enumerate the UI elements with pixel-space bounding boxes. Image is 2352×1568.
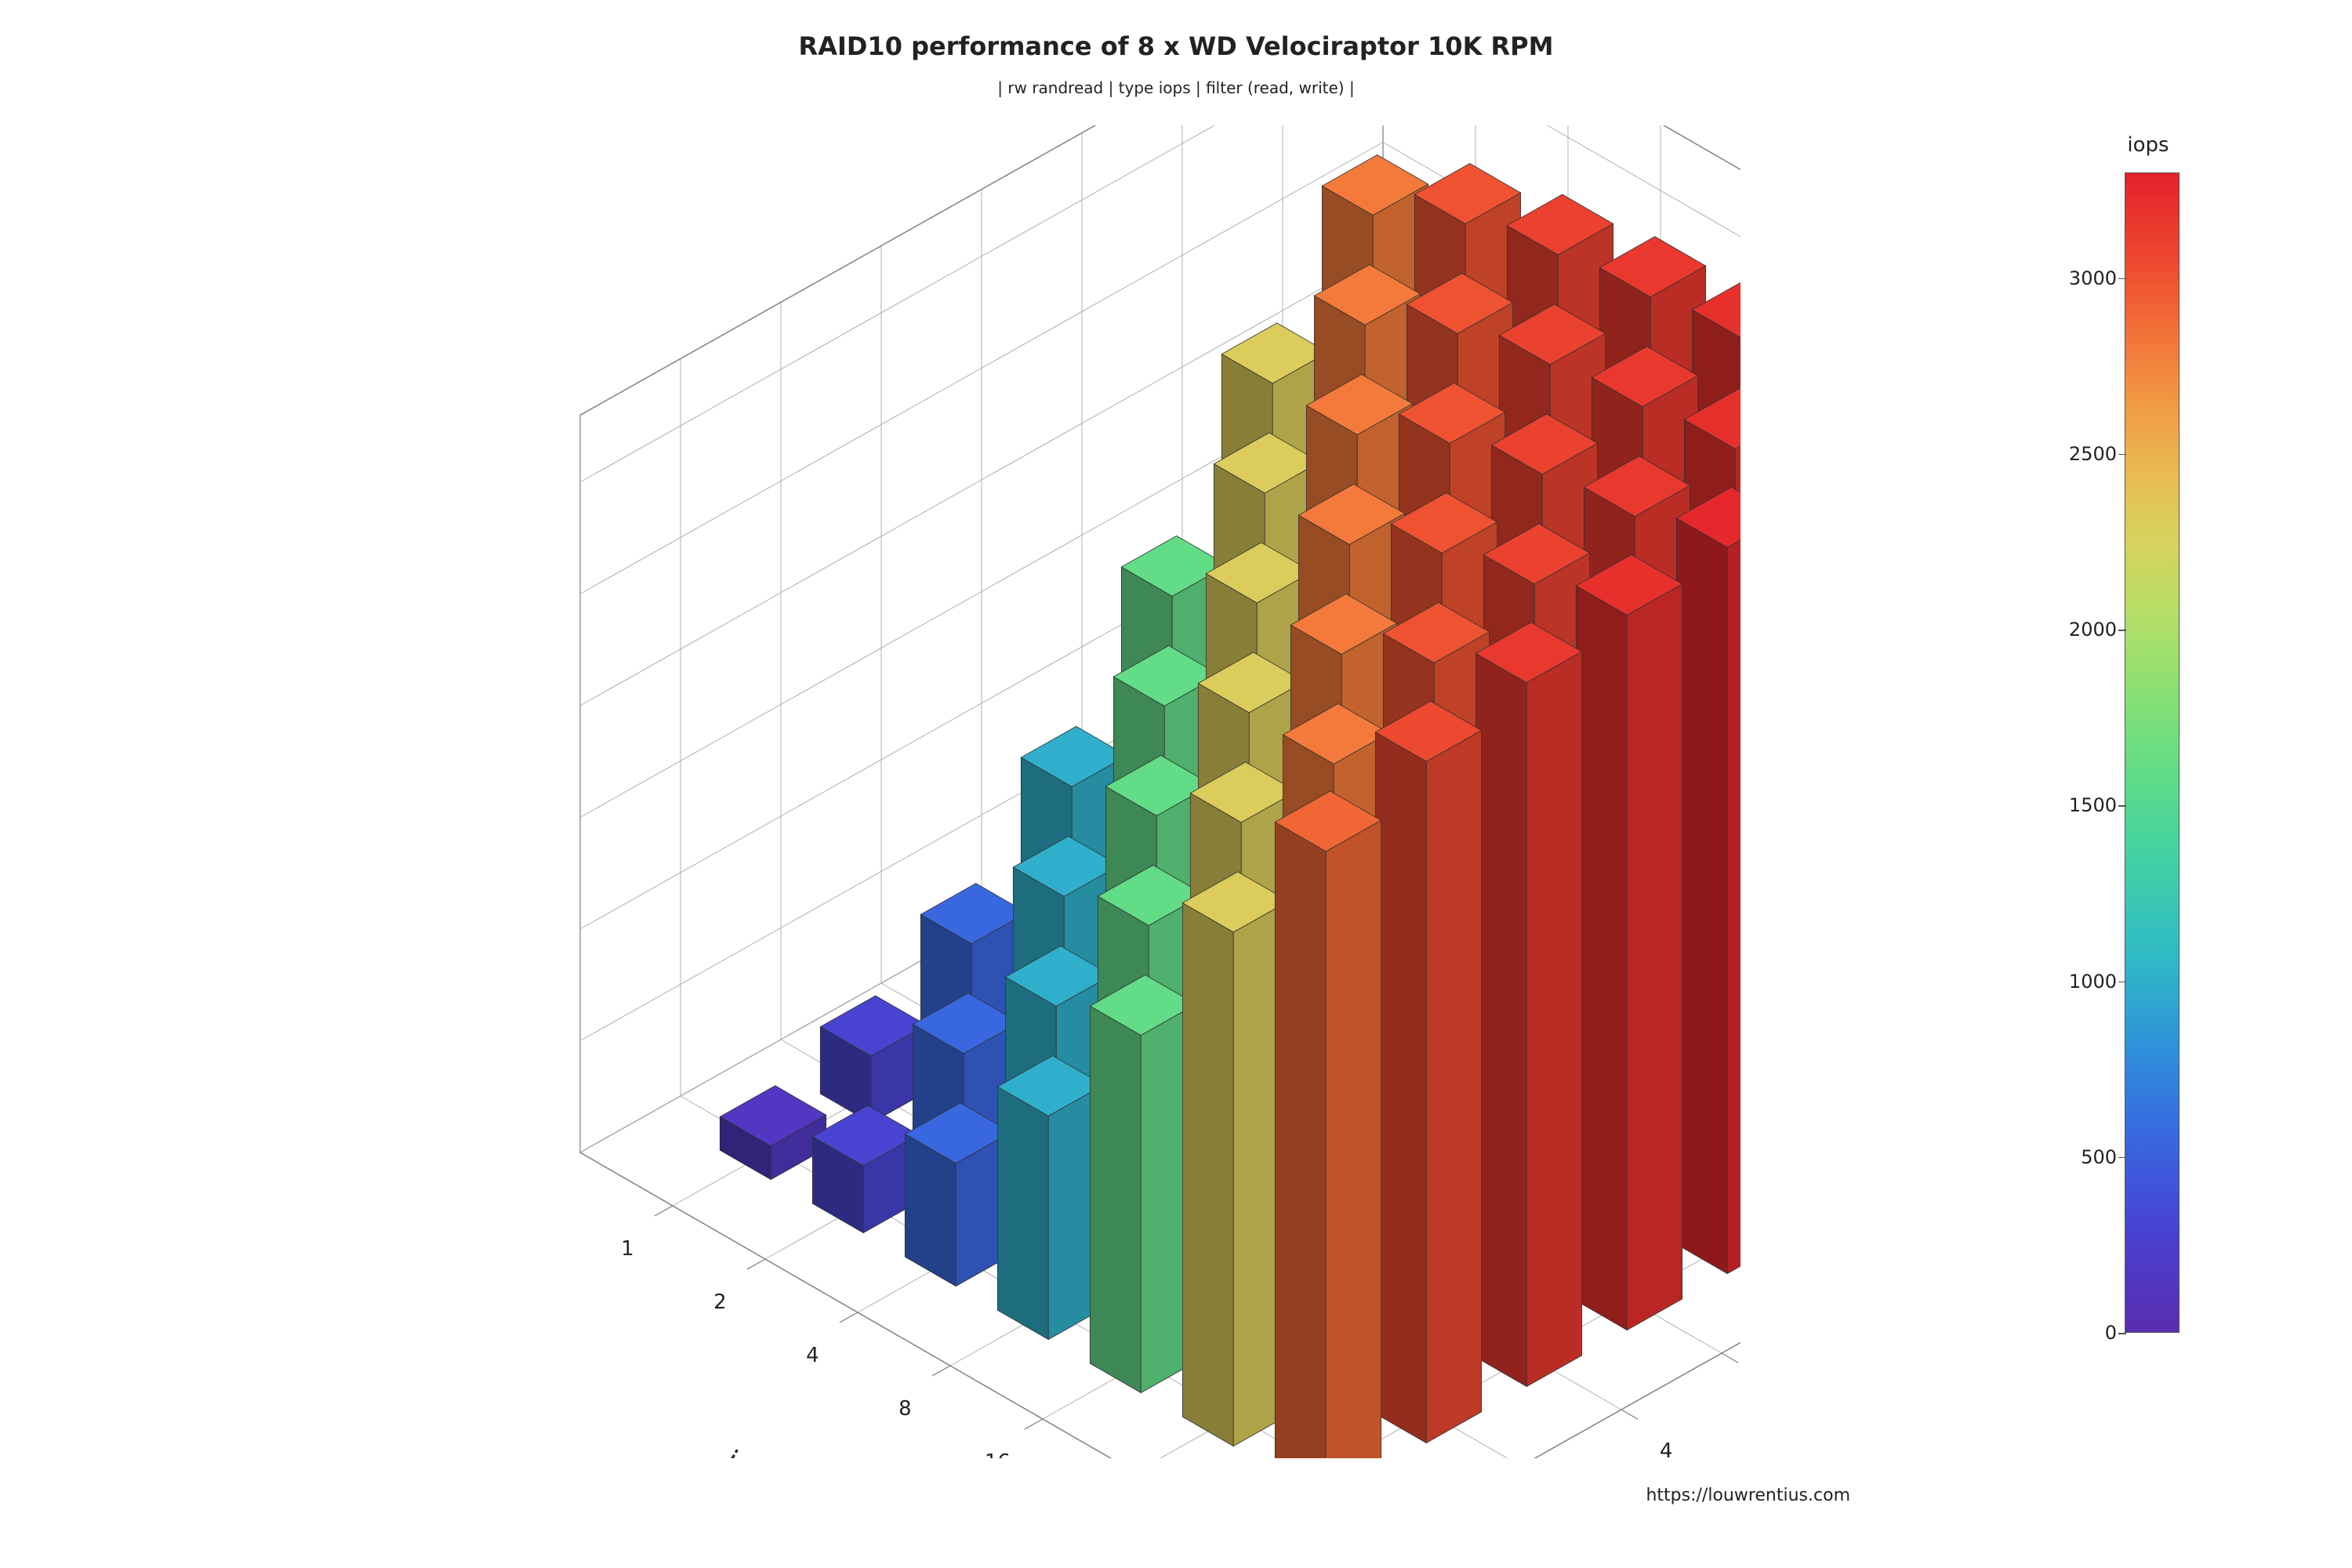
bar-face <box>1526 652 1581 1386</box>
colorbar-tick: 2000 <box>2069 619 2117 641</box>
x-axis-label: iodepth <box>720 1445 829 1458</box>
source-link: https://louwrentius.com <box>1646 1486 1850 1505</box>
svg-text:4: 4 <box>1660 1439 1673 1458</box>
svg-text:16: 16 <box>985 1450 1011 1458</box>
bar-face <box>1676 518 1727 1274</box>
colorbar-ticks: 050010001500200025003000 <box>2054 172 2117 1333</box>
svg-text:4: 4 <box>806 1344 819 1367</box>
bar3d-chart: 1248163264124816326405001000150020002500… <box>172 125 1740 1458</box>
bar-face <box>1475 653 1526 1386</box>
bar-face <box>997 1087 1048 1339</box>
bar-face <box>1426 731 1481 1443</box>
bar-face <box>1576 586 1627 1330</box>
colorbar-tick: 0 <box>2105 1322 2117 1344</box>
colorbar-tick: 1500 <box>2069 794 2117 816</box>
colorbar-tick: 1000 <box>2069 971 2117 993</box>
bar-face <box>1727 517 1740 1274</box>
svg-text:1: 1 <box>621 1237 634 1261</box>
bar-face <box>1090 1006 1141 1392</box>
bar-face <box>1375 732 1426 1443</box>
colorbar-title: iops <box>2101 133 2195 157</box>
colorbar-tick: 3000 <box>2069 267 2117 289</box>
chart-subtitle: | rw randread | type iops | filter (read… <box>0 78 2352 97</box>
colorbar <box>2125 172 2180 1333</box>
bar-face <box>1627 584 1682 1330</box>
svg-text:8: 8 <box>898 1397 912 1421</box>
bar-face <box>1326 820 1381 1458</box>
chart-title: RAID10 performance of 8 x WD Velocirapto… <box>0 31 2352 61</box>
svg-text:2: 2 <box>713 1290 727 1314</box>
colorbar-tick: 500 <box>2081 1146 2117 1168</box>
bar-face <box>1275 822 1326 1458</box>
bar-face <box>1182 903 1233 1446</box>
colorbar-tick: 2500 <box>2069 443 2117 465</box>
